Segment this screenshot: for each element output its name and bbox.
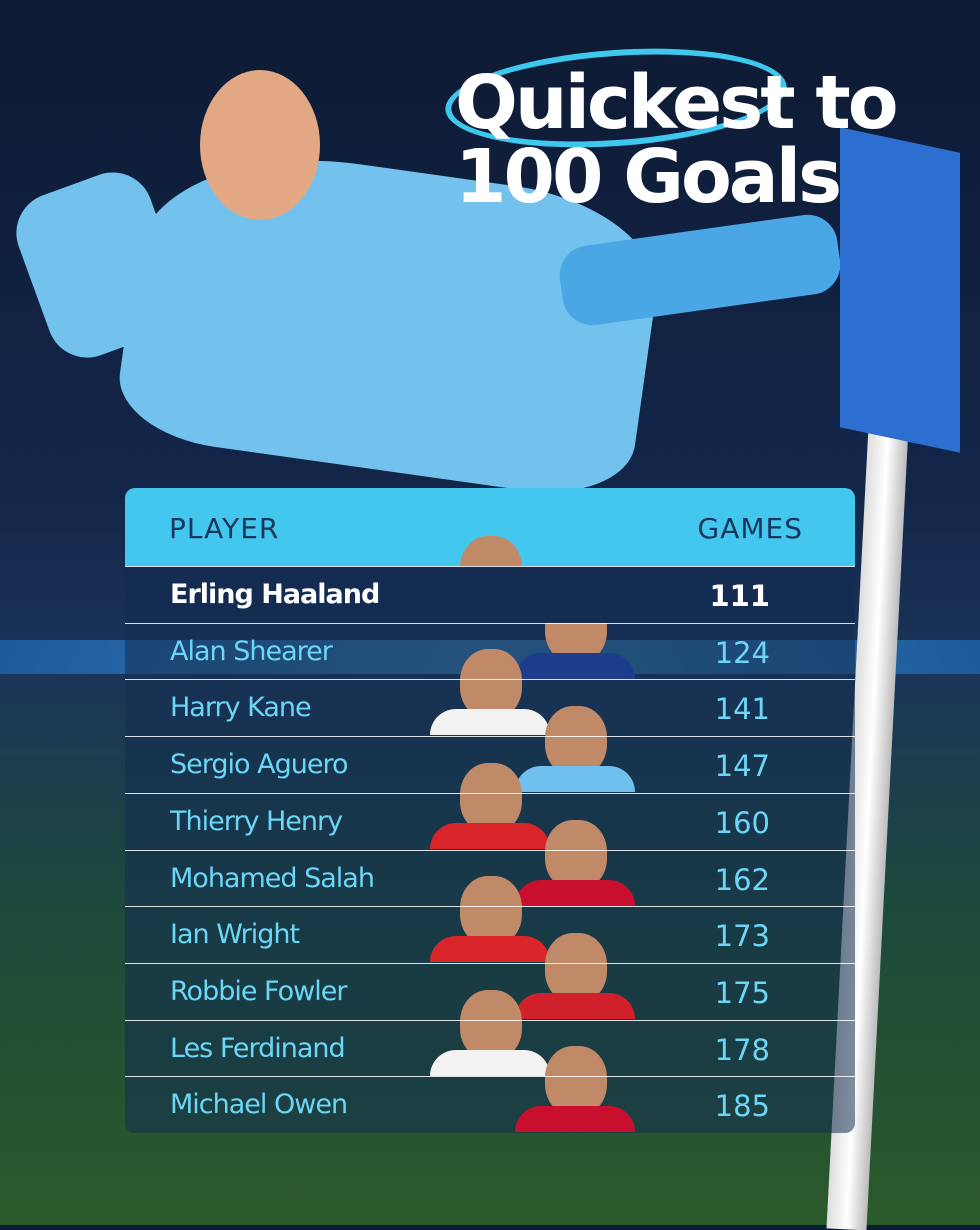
title: Quickest to (455, 60, 899, 146)
table-row: Mohamed Salah 162 (125, 849, 855, 907)
table-row: Thierry Henry 160 (125, 792, 855, 850)
player-name: Harry Kane (170, 692, 312, 724)
player-photo (430, 709, 550, 736)
games-count: 185 (714, 1089, 770, 1124)
table-header: PLAYER GAMES (125, 488, 855, 566)
player-photo (545, 932, 607, 1003)
player-figure (200, 70, 320, 220)
player-photo (460, 649, 522, 720)
player-name: Michael Owen (170, 1089, 348, 1121)
table-row: Harry Kane 141 (125, 679, 855, 736)
games-count: 178 (714, 1032, 770, 1067)
header-cell: PLAYER (169, 512, 280, 545)
table-row: Sergio Aguero 147 (125, 736, 855, 793)
table-row: Ian Wright 173 (125, 906, 855, 963)
player-photo (430, 1049, 550, 1076)
table-row: Robbie Fowler 175 (125, 962, 855, 1020)
games-count: 141 (714, 692, 770, 727)
player-photo (460, 989, 522, 1060)
player-name: Ian Wright (170, 919, 300, 951)
player-name: Les Ferdinand (170, 1032, 346, 1064)
player-name: Mohamed Salah (170, 862, 375, 894)
player-photo (515, 652, 635, 679)
player-photo (545, 1046, 607, 1117)
games-count: 175 (714, 975, 770, 1010)
corner-flag (840, 127, 960, 453)
games-count: 160 (714, 805, 770, 840)
player-photo (430, 822, 550, 849)
player-photo (545, 706, 607, 777)
player-name: Alan Shearer (170, 635, 333, 667)
table-row: Alan Shearer 124 (125, 622, 855, 680)
games-count: 111 (709, 579, 770, 613)
player-photo (515, 766, 635, 793)
title: 100 Goals (455, 134, 842, 220)
player-name: Erling Haaland (170, 579, 380, 610)
games-count: 147 (714, 749, 770, 784)
player-photo (515, 1106, 635, 1133)
table-row: Erling Haaland 111 (125, 566, 855, 623)
player-name: Robbie Fowler (170, 975, 347, 1007)
player-photo (545, 819, 607, 890)
player-name: Thierry Henry (170, 805, 343, 837)
player-photo (515, 992, 635, 1019)
player-photo (460, 762, 522, 833)
games-count: 173 (714, 919, 770, 954)
games-count: 162 (714, 862, 770, 897)
table-row: Michael Owen 185 (125, 1076, 855, 1133)
player-photo (430, 936, 550, 963)
player-name: Sergio Aguero (170, 749, 348, 781)
player-photo (460, 876, 522, 947)
games-count: 124 (714, 635, 770, 670)
table: PLAYER GAMES Erling Haaland 111 Alan Shear… (125, 488, 855, 1133)
table-row: Les Ferdinand 178 (125, 1019, 855, 1077)
header-cell: GAMES (697, 512, 803, 545)
player-photo (515, 879, 635, 906)
